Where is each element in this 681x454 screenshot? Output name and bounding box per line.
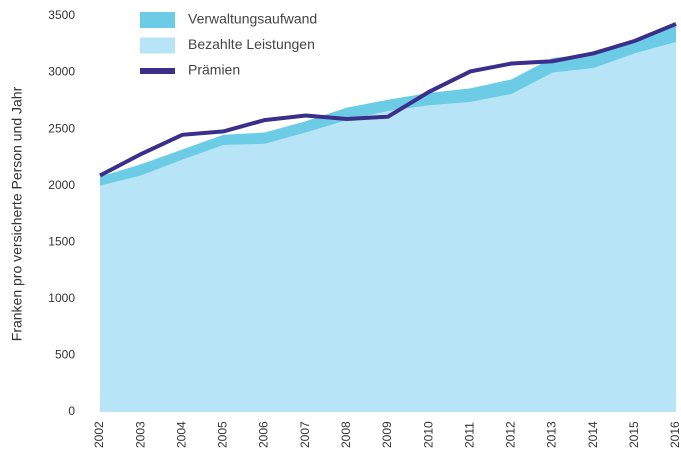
- x-tick-label: 2007: [298, 421, 312, 448]
- y-tick-label: 0: [68, 404, 75, 418]
- y-axis-label: Franken pro versicherte Person und Jahr: [9, 86, 25, 341]
- y-tick-label: 1000: [48, 291, 75, 305]
- legend-swatch: [140, 12, 175, 28]
- x-tick-label: 2016: [668, 421, 681, 448]
- x-tick-label: 2009: [380, 421, 394, 448]
- y-tick-label: 500: [55, 348, 75, 362]
- x-tick-label: 2002: [92, 421, 106, 448]
- x-tick-label: 2012: [504, 421, 518, 448]
- y-tick-label: 2000: [48, 178, 75, 192]
- line: [99, 22, 677, 178]
- x-tick-label: 2003: [133, 421, 147, 448]
- x-tick-label: 2005: [216, 421, 230, 448]
- x-tick-label: 2015: [627, 421, 641, 448]
- x-tick-label: 2008: [339, 421, 353, 448]
- y-tick-label: 3000: [48, 65, 75, 79]
- x-tick-label: 2004: [174, 421, 188, 448]
- x-tick-label: 2014: [586, 421, 600, 448]
- y-tick-label: 3500: [48, 8, 75, 22]
- x-tick-label: 2010: [421, 421, 435, 448]
- y-tick-label: 2500: [48, 121, 75, 135]
- legend-swatch: [140, 37, 175, 54]
- x-tick-label: 2013: [545, 421, 559, 448]
- area: [100, 42, 676, 412]
- legend-label: Prämien: [188, 62, 240, 78]
- legend-label: Bezahlte Leistungen: [188, 36, 315, 52]
- x-tick-label: 2011: [462, 422, 476, 448]
- legend-label: Verwaltungsaufwand: [188, 11, 317, 27]
- x-tick-label: 2006: [257, 421, 271, 448]
- legend-swatch: [140, 68, 175, 74]
- area: [100, 25, 676, 186]
- y-tick-label: 1500: [48, 234, 75, 248]
